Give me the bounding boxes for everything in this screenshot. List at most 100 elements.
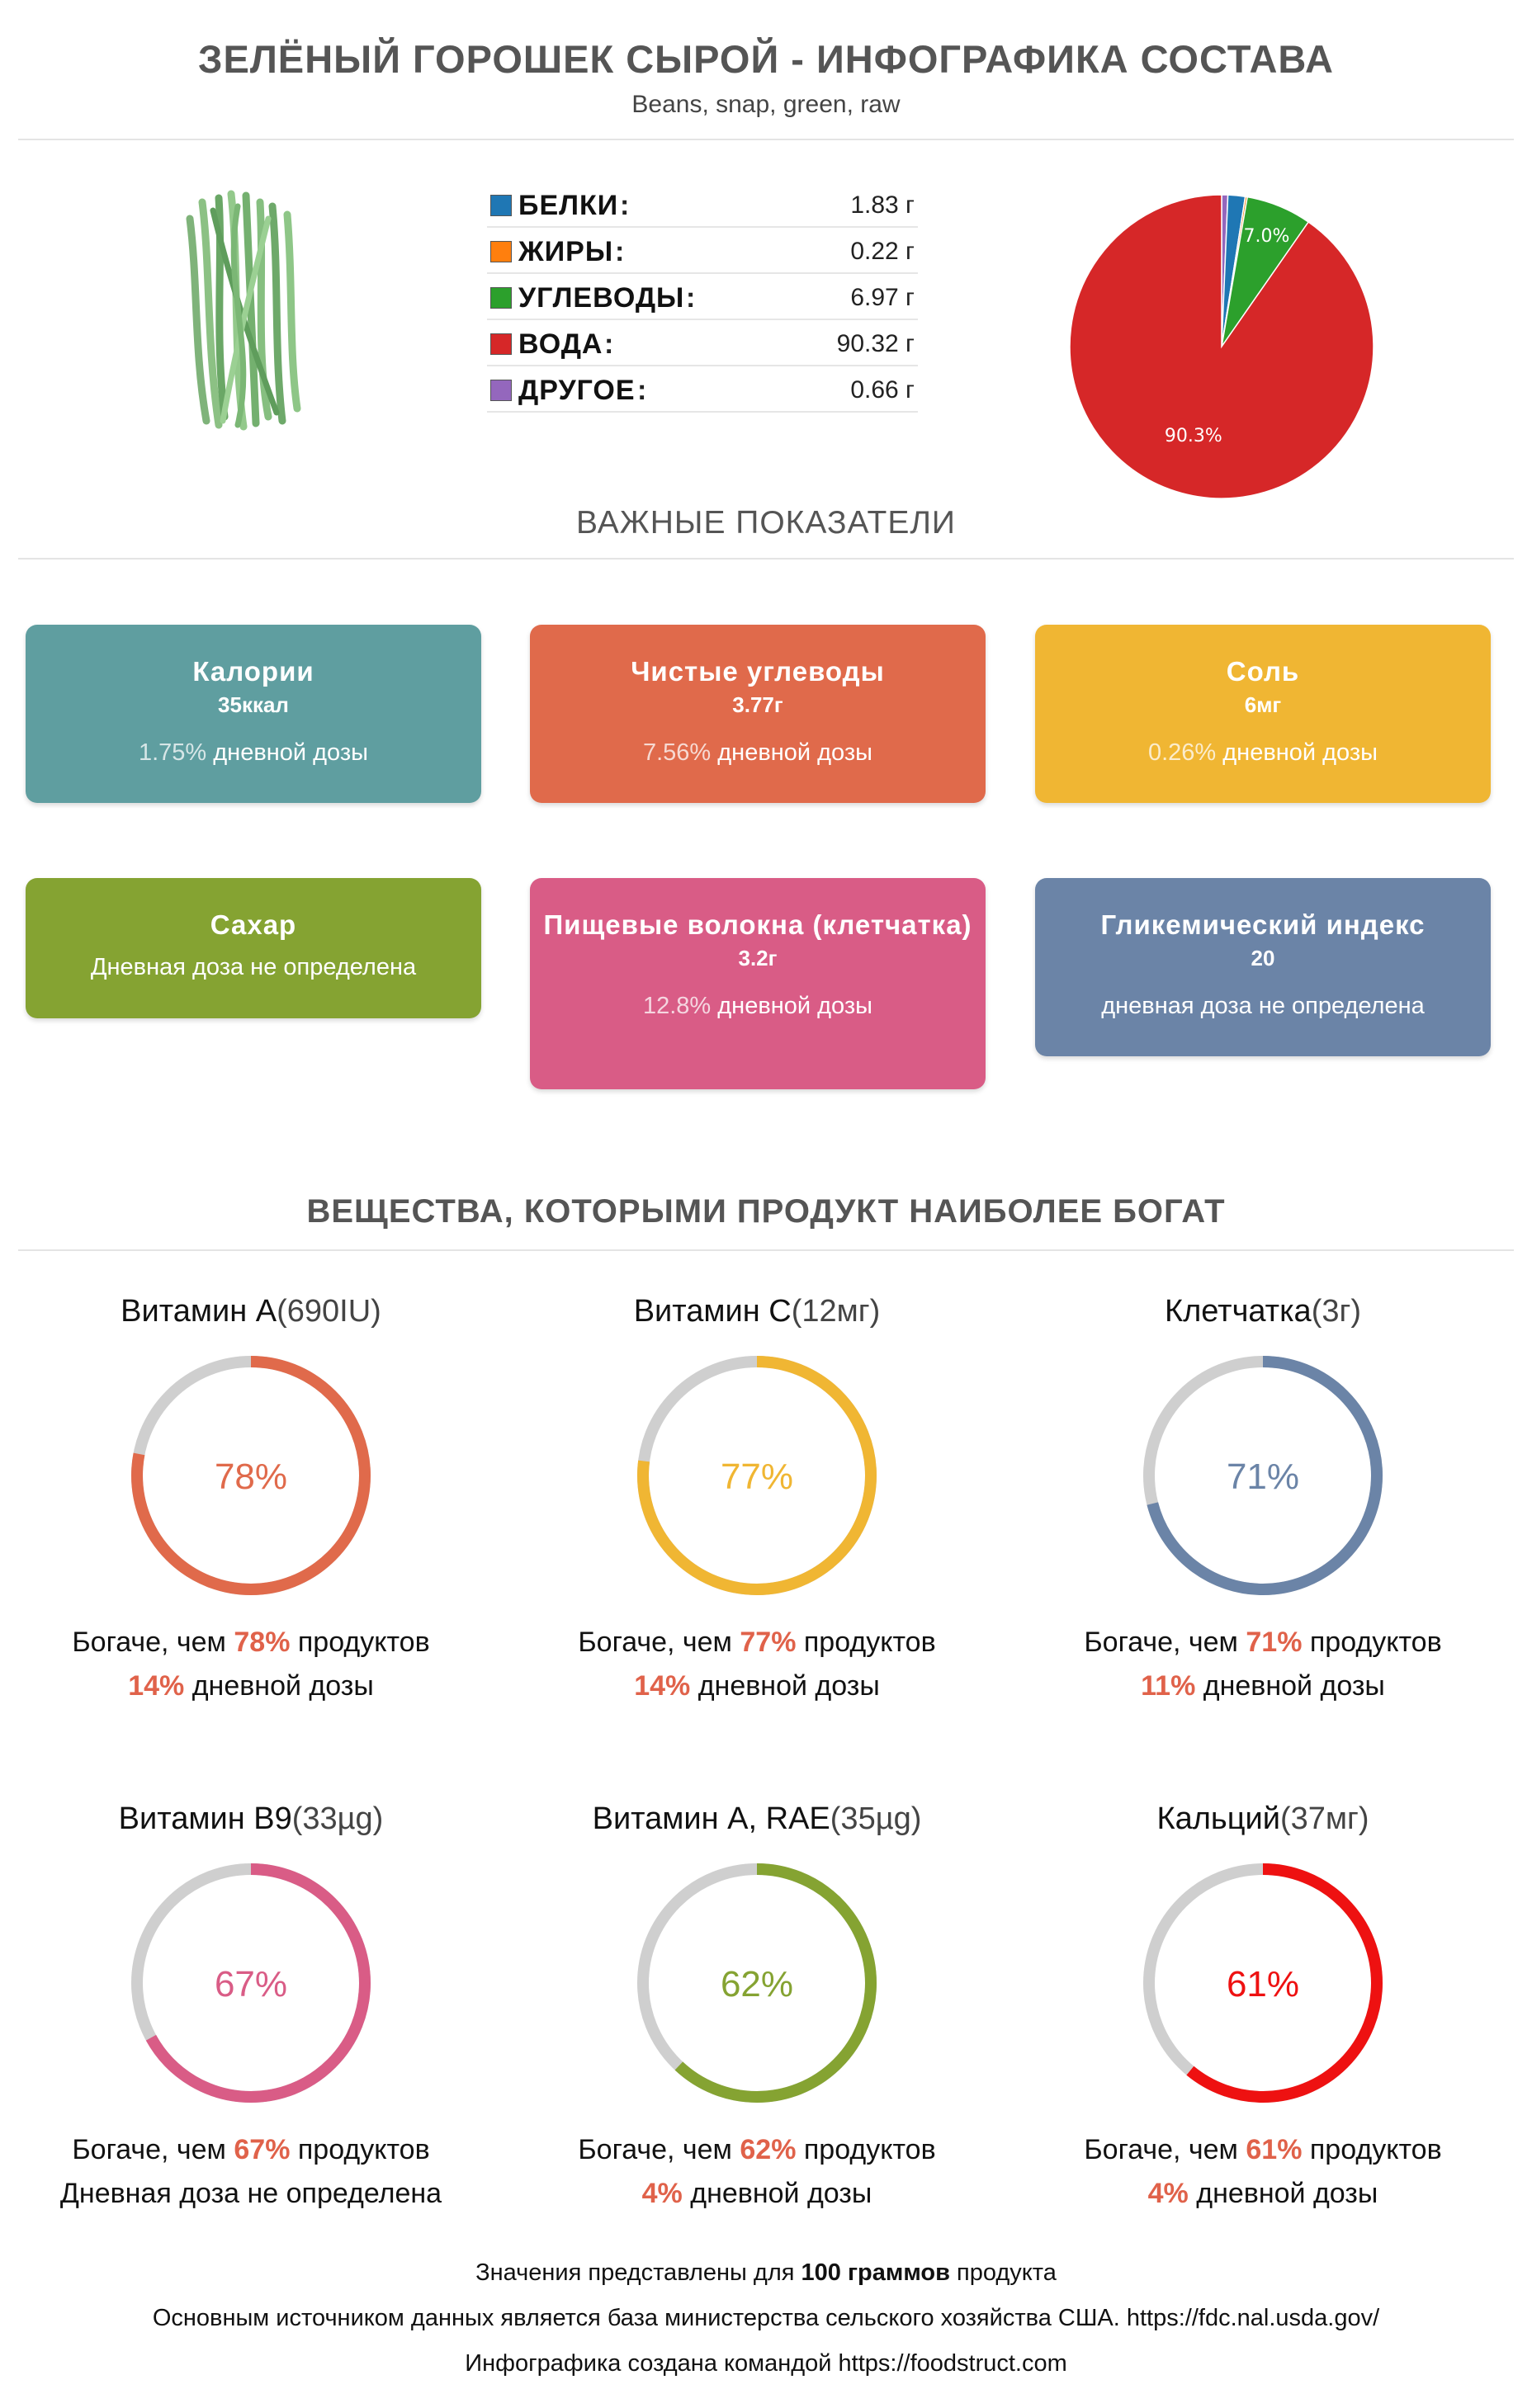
card-daily-pct: 1.75% xyxy=(138,739,207,766)
ring-percent-label: 61% xyxy=(1227,1964,1299,2004)
nutrient-name: Витамин C xyxy=(633,1294,792,1329)
macro-value: 90.32 г xyxy=(836,330,915,357)
richer-suffix: продуктов xyxy=(1309,2134,1442,2165)
richer-prefix: Богаче, чем xyxy=(1084,2134,1238,2165)
card-title: Чистые углеводы xyxy=(631,656,885,687)
footer-line-1: Значения представлены для 100 граммов пр… xyxy=(0,2259,1532,2287)
macro-row: ВОДА: 90.32 г xyxy=(487,320,918,366)
important-heading: ВАЖНЫЕ ПОКАЗАТЕЛИ xyxy=(576,505,956,541)
ring-arc xyxy=(131,1863,371,2103)
ring-arc xyxy=(1143,1863,1383,2103)
card-daily-pct: 0.26% xyxy=(1147,739,1217,766)
macro-row: БЕЛКИ: 1.83 г xyxy=(487,182,918,228)
richer-suffix: продуктов xyxy=(1309,1627,1442,1658)
card-daily: 7.56% дневной дозы xyxy=(530,739,986,767)
richer-percent: 78% xyxy=(234,1627,291,1658)
daily-dose-line: Дневная доза не определена xyxy=(3,2178,499,2210)
ring-arc xyxy=(637,1356,877,1595)
nutrient-title: Витамин C(12мг) xyxy=(509,1294,1005,1329)
macro-table: БЕЛКИ: 1.83 г ЖИРЫ: 0.22 г УГЛЕВОДЫ: 6.97 г ВО… xyxy=(487,182,918,413)
nutrient-item: Кальций(37мг) 61% Богаче, чем 61% продукто… xyxy=(1015,1801,1511,2210)
legend-swatch xyxy=(490,333,512,355)
richer-percent: 77% xyxy=(740,1627,797,1658)
macro-value: 6.97 г xyxy=(850,284,915,311)
richer-prefix: Богаче, чем xyxy=(578,1627,732,1658)
richer-percent: 62% xyxy=(740,2134,797,2165)
card-value: 6мг xyxy=(1244,692,1282,717)
card-title: Калории xyxy=(192,656,314,687)
macro-name: ДРУГОЕ xyxy=(518,375,636,406)
card-value: 3.2г xyxy=(738,946,778,970)
richer-percent: 71% xyxy=(1246,1627,1303,1658)
divider xyxy=(18,558,1514,560)
nutrient-title: Витамин B9(33µg) xyxy=(3,1801,499,1837)
macro-name: ВОДА xyxy=(518,328,603,360)
macro-row: ЖИРЫ: 0.22 г xyxy=(487,228,918,274)
ring-percent-label: 67% xyxy=(215,1964,287,2004)
percentile-ring: 78% xyxy=(131,1356,371,1595)
nutrient-name: Клетчатка xyxy=(1165,1294,1312,1329)
nutrient-title: Кальций(37мг) xyxy=(1015,1801,1511,1837)
card-value: 35ккал xyxy=(218,692,289,717)
footer-source: Основным источником данных является база… xyxy=(152,2305,1380,2331)
nutrient-amount: (33µg) xyxy=(291,1801,384,1836)
percentile-ring: 61% xyxy=(1143,1863,1383,2103)
nutrient-name: Кальций xyxy=(1156,1801,1280,1836)
richer-prefix: Богаче, чем xyxy=(72,1627,226,1658)
footer-amount: 100 xyxy=(801,2259,841,2286)
card-net-carbs: Чистые углеводы 3.77г 7.56% дневной дозы xyxy=(530,625,986,803)
richer-than-line: Богаче, чем 62% продуктов xyxy=(509,2134,1005,2166)
card-salt: Соль 6мг 0.26% дневной дозы xyxy=(1035,625,1491,803)
nutrient-item: Витамин A, RAE(35µg) 62% Богаче, чем 62% п… xyxy=(509,1801,1005,2210)
daily-dose-text: дневной дозы xyxy=(1203,1670,1385,1702)
richer-suffix: продуктов xyxy=(297,2134,430,2165)
macro-name: УГЛЕВОДЫ xyxy=(518,282,685,314)
daily-dose-text: дневной дозы xyxy=(1196,2178,1378,2209)
card-title: Сахар xyxy=(210,909,297,940)
daily-dose-line: 14% дневной дозы xyxy=(509,1670,1005,1702)
daily-dose-percent: 4% xyxy=(1147,2178,1189,2209)
card-daily-text: дневной дозы xyxy=(717,993,873,1019)
divider xyxy=(18,139,1514,140)
ring-percent-label: 71% xyxy=(1227,1457,1299,1497)
richer-than-line: Богаче, чем 61% продуктов xyxy=(1015,2134,1511,2166)
macro-colon: : xyxy=(620,190,630,221)
ring-percent-label: 78% xyxy=(215,1457,287,1497)
macro-name: ЖИРЫ xyxy=(518,236,614,267)
nutrient-name: Витамин A xyxy=(121,1294,277,1329)
green-beans-image xyxy=(186,190,301,431)
daily-dose-percent: 4% xyxy=(641,2178,683,2209)
daily-dose-text: дневной дозы xyxy=(697,1670,880,1702)
ring-arc xyxy=(131,1356,371,1595)
nutrient-item: Витамин C(12мг) 77% Богаче, чем 77% продук… xyxy=(509,1294,1005,1702)
card-daily: Дневная доза не определена xyxy=(90,954,417,980)
daily-dose-line: 4% дневной дозы xyxy=(1015,2178,1511,2210)
percentile-ring: 62% xyxy=(637,1863,877,2103)
nutrient-name: Витамин B9 xyxy=(118,1801,292,1836)
card-daily-text: дневной дозы xyxy=(717,739,873,766)
percentile-ring: 71% xyxy=(1143,1356,1383,1595)
card-title: Соль xyxy=(1226,656,1300,687)
nutrient-name: Витамин A, RAE xyxy=(592,1801,830,1836)
richer-percent: 61% xyxy=(1246,2134,1303,2165)
richer-than-line: Богаче, чем 67% продуктов xyxy=(3,2134,499,2166)
card-glycemic-index: Гликемический индекс 20 дневная доза не … xyxy=(1035,878,1491,1056)
richer-prefix: Богаче, чем xyxy=(578,2134,732,2165)
nutrient-title: Витамин A(690IU) xyxy=(3,1294,499,1329)
footer-credit: Инфографика создана командой https://foo… xyxy=(465,2350,1067,2377)
nutrient-amount: (3г) xyxy=(1311,1294,1361,1329)
macro-name: БЕЛКИ xyxy=(518,190,619,221)
ring-percent-label: 77% xyxy=(721,1457,793,1497)
richer-suffix: продуктов xyxy=(803,2134,936,2165)
legend-swatch xyxy=(490,195,512,216)
macro-row: ДРУГОЕ: 0.66 г xyxy=(487,366,918,413)
card-sugar: Сахар Дневная доза не определена xyxy=(26,878,481,1018)
pie-slice-label: 90.3% xyxy=(1165,426,1222,446)
daily-dose-percent: 11% xyxy=(1141,1670,1196,1702)
macro-colon: : xyxy=(604,328,614,360)
daily-dose-line: 11% дневной дозы xyxy=(1015,1670,1511,1702)
page-subtitle: Beans, snap, green, raw xyxy=(631,91,901,118)
richer-suffix: продуктов xyxy=(803,1627,936,1658)
nutrient-title: Клетчатка(3г) xyxy=(1015,1294,1511,1329)
card-daily-pct: 12.8% xyxy=(642,993,712,1019)
